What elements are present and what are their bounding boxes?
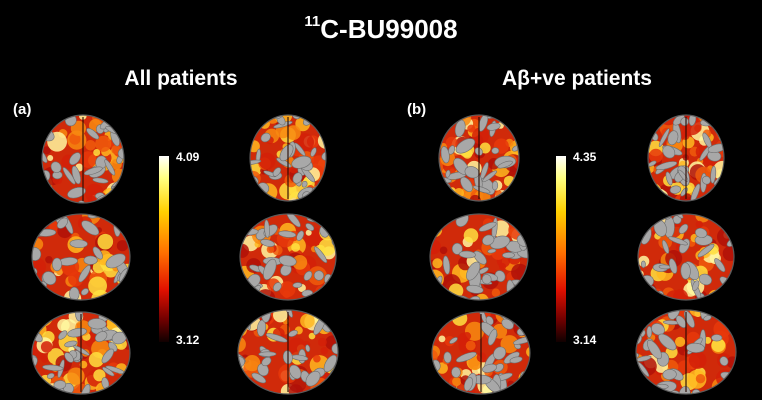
brain-a-posterior (41, 114, 125, 204)
panel-b-colorbar-max: 4.35 (573, 150, 597, 164)
panel-a-letter: (a) (13, 101, 32, 118)
panel-b-letter: (b) (407, 101, 427, 118)
brain-b-right-lateral (637, 213, 735, 301)
panel-b-title: Aβ+ve patients (502, 67, 652, 90)
brain-b-superior (635, 309, 737, 395)
brain-b-left-lateral (429, 213, 529, 301)
panel-a-colorbar-min: 3.12 (176, 333, 200, 347)
panel-a-colorbar (159, 156, 169, 342)
panel-a-title: All patients (124, 67, 238, 90)
figure-title: 11C-BU99008 (304, 13, 458, 44)
panel-b-colorbar (556, 156, 566, 342)
brain-a-anterior (249, 114, 327, 202)
panel-b-colorbar-min: 3.14 (573, 333, 597, 347)
brain-b-inferior (431, 311, 531, 395)
panel-a-colorbar-max: 4.09 (176, 150, 200, 164)
brain-a-right-lateral (239, 213, 337, 301)
brain-a-left-lateral (31, 213, 131, 301)
brain-a-superior (237, 309, 339, 395)
brain-a-inferior (31, 311, 131, 395)
brain-b-anterior (647, 114, 725, 202)
brain-b-posterior (438, 114, 520, 202)
